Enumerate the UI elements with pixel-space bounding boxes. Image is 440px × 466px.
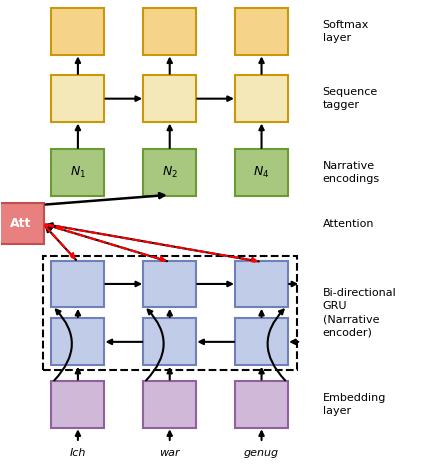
FancyBboxPatch shape: [235, 8, 288, 55]
FancyBboxPatch shape: [51, 75, 104, 122]
Bar: [43, 256, 297, 370]
FancyBboxPatch shape: [51, 381, 104, 428]
FancyBboxPatch shape: [235, 381, 288, 428]
Text: war: war: [159, 448, 180, 458]
FancyBboxPatch shape: [143, 260, 196, 308]
Text: Narrative
encodings: Narrative encodings: [323, 161, 380, 185]
Text: Att: Att: [11, 217, 32, 230]
FancyBboxPatch shape: [235, 260, 288, 308]
Text: genug: genug: [244, 448, 279, 458]
FancyBboxPatch shape: [143, 75, 196, 122]
Text: Ich: Ich: [70, 448, 86, 458]
FancyBboxPatch shape: [143, 381, 196, 428]
Text: $N_1$: $N_1$: [70, 165, 86, 180]
Text: Softmax
layer: Softmax layer: [323, 20, 369, 43]
Text: Attention: Attention: [323, 219, 374, 229]
FancyBboxPatch shape: [143, 150, 196, 196]
Text: Sequence
tagger: Sequence tagger: [323, 87, 378, 110]
Text: Bi-directional
GRU
(Narrative
encoder): Bi-directional GRU (Narrative encoder): [323, 288, 396, 338]
FancyBboxPatch shape: [51, 318, 104, 365]
FancyBboxPatch shape: [143, 318, 196, 365]
FancyBboxPatch shape: [235, 150, 288, 196]
FancyBboxPatch shape: [51, 150, 104, 196]
FancyBboxPatch shape: [143, 8, 196, 55]
Text: $N_4$: $N_4$: [253, 165, 270, 180]
FancyBboxPatch shape: [51, 8, 104, 55]
Text: $N_2$: $N_2$: [162, 165, 178, 180]
FancyBboxPatch shape: [235, 75, 288, 122]
Text: Embedding
layer: Embedding layer: [323, 393, 386, 416]
FancyBboxPatch shape: [235, 318, 288, 365]
FancyBboxPatch shape: [51, 260, 104, 308]
FancyBboxPatch shape: [0, 203, 44, 244]
